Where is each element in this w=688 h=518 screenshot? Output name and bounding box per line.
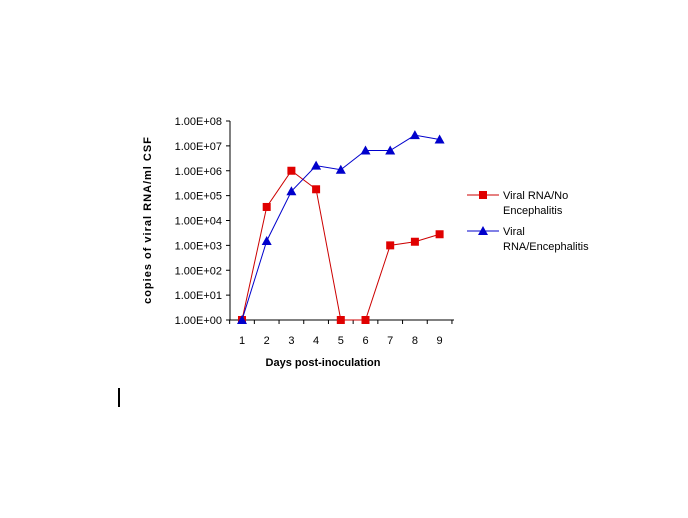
data-point <box>287 166 296 175</box>
data-point <box>386 241 395 250</box>
series-layer <box>237 130 445 324</box>
series-2 <box>237 130 445 324</box>
y-tick-label: 1.00E+08 <box>175 116 222 128</box>
series-1 <box>238 166 444 324</box>
y-axis-title: copies of viral RNA/ml CSF <box>142 136 154 304</box>
y-tick-label: 1.00E+05 <box>175 191 222 203</box>
y-tick-label: 1.00E+07 <box>175 141 222 153</box>
x-tick-label: 2 <box>264 335 270 347</box>
data-point <box>261 235 272 245</box>
legend-entry-1: Viral RNA/No Encephalitis <box>467 190 568 217</box>
data-point <box>311 160 322 170</box>
x-tick-label: 9 <box>437 335 443 347</box>
legend-label: Encephalitis <box>503 205 563 217</box>
x-tick-label: 6 <box>362 335 368 347</box>
legend-label: Viral RNA/No <box>503 190 568 202</box>
data-point <box>434 134 445 144</box>
data-point <box>335 164 346 174</box>
legend-label: Viral <box>503 226 525 238</box>
y-tick-label: 1.00E+02 <box>175 265 222 277</box>
legend: Viral RNA/No Encephalitis Viral RNA/Encepha… <box>467 190 589 253</box>
x-tick-label: 3 <box>288 335 294 347</box>
x-tick-label: 7 <box>387 335 393 347</box>
legend-entry-2: Viral RNA/Encephalitis <box>467 226 589 253</box>
data-point <box>360 145 371 155</box>
x-tick-label: 1 <box>239 335 245 347</box>
y-tick-label: 1.00E+03 <box>175 240 222 252</box>
x-tick-label: 4 <box>313 335 319 347</box>
data-point <box>435 230 444 239</box>
data-point <box>286 186 297 196</box>
data-point <box>385 145 396 155</box>
data-point <box>409 130 420 140</box>
data-point <box>237 315 247 324</box>
x-tick-label: 8 <box>412 335 418 347</box>
legend-marker <box>479 191 487 199</box>
y-tick-label: 1.00E+01 <box>175 290 222 302</box>
y-tick-label: 1.00E+06 <box>175 166 222 178</box>
y-tick-label: 1.00E+04 <box>175 216 222 228</box>
data-point <box>262 202 271 211</box>
data-point <box>361 316 370 324</box>
legend-marker <box>478 226 488 235</box>
x-axis-title: Days post-inoculation <box>266 357 381 369</box>
data-point <box>336 316 345 324</box>
x-tick-label: 5 <box>338 335 344 347</box>
legend-label: RNA/Encephalitis <box>503 241 589 253</box>
series-line <box>241 170 440 321</box>
text-cursor <box>118 388 120 407</box>
series-line <box>241 134 440 321</box>
y-tick-label: 1.00E+00 <box>175 315 222 327</box>
data-point <box>312 185 321 194</box>
data-point <box>410 237 419 246</box>
y-ticks: 1.00E+00 1.00E+01 1.00E+02 1.00E+03 1.00E+04… <box>175 116 230 327</box>
x-ticks: 1 2 3 4 5 6 7 8 9 <box>229 320 453 347</box>
